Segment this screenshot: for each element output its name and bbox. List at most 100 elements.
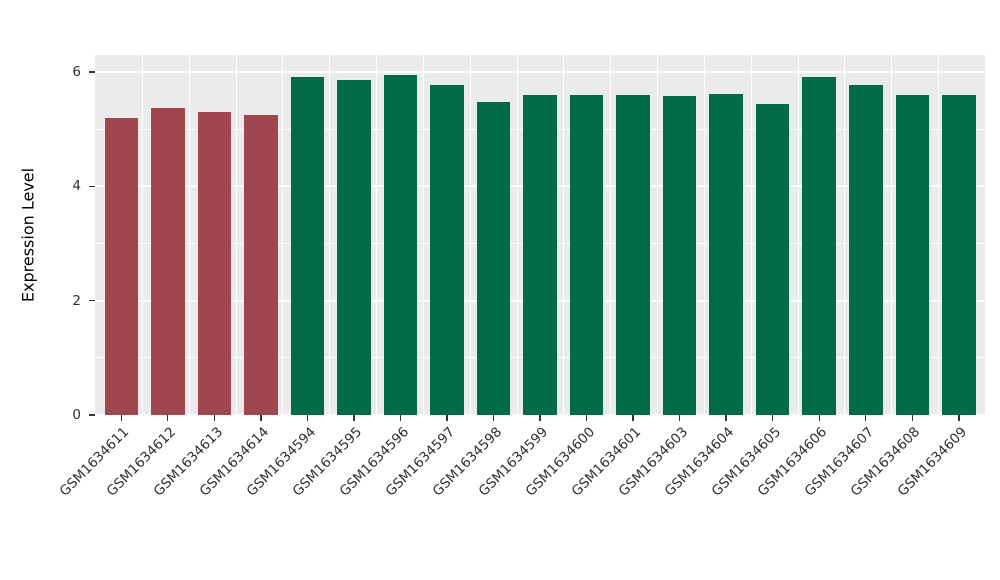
- vertical-gridline: [329, 55, 331, 415]
- x-tick-cell: [563, 415, 610, 421]
- bar: [244, 115, 278, 415]
- y-tick-label: 0: [72, 407, 81, 423]
- x-tick-mark: [213, 415, 216, 421]
- x-label-cell: GSM1634604: [662, 424, 750, 574]
- x-label-cell: GSM1634599: [476, 424, 564, 574]
- x-label-cell: GSM1634595: [290, 424, 378, 574]
- bar: [476, 101, 511, 415]
- y-tick-mark: [89, 300, 95, 302]
- x-tick-mark: [818, 415, 820, 421]
- x-label-cell: GSM1634612: [104, 424, 192, 574]
- bar: [290, 76, 325, 415]
- bar: [337, 79, 371, 415]
- bar-slot: [191, 55, 238, 415]
- vertical-gridline: [703, 55, 705, 415]
- x-tick-cell: [377, 415, 424, 421]
- bar-slot: [610, 55, 657, 415]
- x-tick-mark: [725, 415, 727, 421]
- x-label-cell: GSM1634601: [569, 424, 657, 574]
- x-tick-cell: [238, 415, 285, 421]
- bar: [942, 95, 976, 415]
- bar: [709, 93, 743, 415]
- x-tick-mark: [911, 415, 913, 421]
- bar-slot: [284, 55, 331, 415]
- x-label-cell: GSM1634614: [197, 424, 285, 574]
- y-tick-mark: [89, 185, 95, 188]
- bar: [430, 84, 464, 415]
- x-tick-mark: [120, 415, 122, 421]
- bar: [895, 95, 930, 415]
- bar: [802, 76, 836, 415]
- x-label-cell: GSM1634594: [243, 424, 331, 574]
- bar-slot: [470, 55, 517, 415]
- plot-panel: [95, 55, 985, 416]
- x-tick-cell: [284, 415, 331, 421]
- vertical-gridline: [938, 55, 940, 415]
- x-tick-mark: [632, 415, 634, 421]
- vertical-gridline: [141, 55, 143, 415]
- bar-slot: [656, 55, 703, 415]
- x-tick-mark: [167, 415, 169, 421]
- bar-slot: [238, 55, 285, 415]
- y-tick-mark: [89, 414, 95, 416]
- x-label-cell: GSM1634597: [383, 424, 471, 574]
- x-tick-mark: [399, 415, 402, 421]
- x-label-cell: GSM1634598: [429, 424, 517, 574]
- x-axis-labels: GSM1634611 GSM1634612 GSM1634613 GSM1634614…: [57, 424, 985, 574]
- x-label-cell: GSM1634600: [522, 424, 610, 574]
- bar: [151, 107, 185, 415]
- bar: [616, 95, 650, 415]
- x-tick-mark: [958, 415, 960, 421]
- bar-slot: [749, 55, 796, 415]
- x-tick-cell: [191, 415, 238, 421]
- x-tick-cell: [98, 415, 145, 421]
- x-label-cell: GSM1634605: [708, 424, 796, 574]
- bar: [755, 103, 790, 415]
- vertical-gridline: [282, 55, 284, 415]
- bar: [569, 95, 604, 415]
- x-tick-mark: [446, 415, 448, 421]
- x-tick-mark: [585, 415, 588, 421]
- x-axis-ticks: [95, 415, 985, 421]
- bar-slot: [703, 55, 750, 415]
- x-label-cell: GSM1634606: [755, 424, 843, 574]
- x-label-cell: GSM1634611: [57, 424, 145, 574]
- y-axis: 0 2 4 6: [0, 55, 95, 423]
- x-label-cell: GSM1634607: [802, 424, 890, 574]
- bar-slot: [936, 55, 983, 415]
- vertical-gridline: [376, 55, 378, 415]
- x-label-cell: GSM1634608: [848, 424, 936, 574]
- x-tick-cell: [749, 415, 796, 421]
- x-tick-mark: [678, 415, 681, 421]
- x-label-cell: GSM1634609: [895, 424, 983, 574]
- vertical-gridline: [750, 55, 752, 415]
- major-gridline: [95, 71, 985, 74]
- x-tick-mark: [865, 415, 867, 421]
- x-tick-mark: [353, 415, 355, 421]
- x-tick-mark: [539, 415, 541, 421]
- bar-slot: [331, 55, 378, 415]
- bar-slot: [424, 55, 471, 415]
- x-tick-cell: [796, 415, 843, 421]
- bar-slot: [889, 55, 936, 415]
- x-label-cell: GSM1634596: [336, 424, 424, 574]
- x-tick-cell: [936, 415, 983, 421]
- vertical-gridline: [235, 55, 237, 415]
- vertical-gridline: [610, 55, 612, 415]
- vertical-gridline: [844, 55, 846, 415]
- vertical-gridline: [563, 55, 565, 415]
- bar-slot: [517, 55, 564, 415]
- x-label-cell: GSM1634613: [150, 424, 238, 574]
- y-tick-label: 2: [72, 292, 81, 309]
- x-tick-mark: [260, 415, 262, 421]
- bar: [197, 112, 232, 415]
- bar: [849, 84, 883, 415]
- bar-slot: [98, 55, 145, 415]
- y-tick-label: 4: [72, 178, 81, 195]
- x-tick-cell: [656, 415, 703, 421]
- vertical-gridline: [891, 55, 893, 415]
- vertical-gridline: [797, 55, 799, 415]
- x-tick-cell: [145, 415, 192, 421]
- bars-layer: [95, 55, 985, 415]
